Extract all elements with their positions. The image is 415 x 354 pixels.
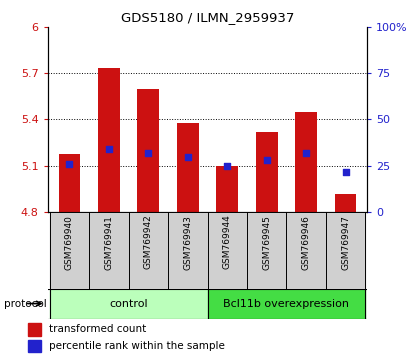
Text: GSM769943: GSM769943 <box>183 215 192 269</box>
Bar <box>295 112 317 212</box>
Title: GDS5180 / ILMN_2959937: GDS5180 / ILMN_2959937 <box>121 11 294 24</box>
Text: transformed count: transformed count <box>49 324 146 334</box>
Point <box>342 169 349 174</box>
Bar <box>129 212 168 289</box>
Bar <box>208 289 365 319</box>
Text: GSM769946: GSM769946 <box>302 215 310 269</box>
Bar <box>168 212 208 289</box>
Point <box>66 161 73 167</box>
Bar <box>208 212 247 289</box>
Bar <box>326 212 365 289</box>
Bar <box>50 212 89 289</box>
Bar <box>98 68 120 212</box>
Text: Bcl11b overexpression: Bcl11b overexpression <box>223 298 349 309</box>
Text: GSM769944: GSM769944 <box>223 215 232 269</box>
Point <box>105 147 112 152</box>
Text: GSM769941: GSM769941 <box>105 215 113 269</box>
Text: GSM769945: GSM769945 <box>262 215 271 269</box>
Bar <box>286 212 326 289</box>
Bar <box>28 323 42 336</box>
Bar <box>137 88 159 212</box>
Text: GSM769942: GSM769942 <box>144 215 153 269</box>
Text: control: control <box>109 298 148 309</box>
Text: GSM769940: GSM769940 <box>65 215 74 269</box>
Point <box>303 150 310 156</box>
Text: protocol: protocol <box>4 298 47 309</box>
Bar <box>247 212 286 289</box>
Text: GSM769947: GSM769947 <box>341 215 350 269</box>
Bar <box>256 132 278 212</box>
Point <box>145 150 151 156</box>
Bar <box>89 212 129 289</box>
Bar <box>177 122 199 212</box>
Point <box>184 154 191 159</box>
Bar <box>28 339 42 352</box>
Bar <box>59 154 80 212</box>
Bar <box>50 289 208 319</box>
Bar <box>335 194 356 212</box>
Point <box>264 158 270 163</box>
Bar <box>216 166 238 212</box>
Text: percentile rank within the sample: percentile rank within the sample <box>49 341 225 351</box>
Point <box>224 163 231 169</box>
